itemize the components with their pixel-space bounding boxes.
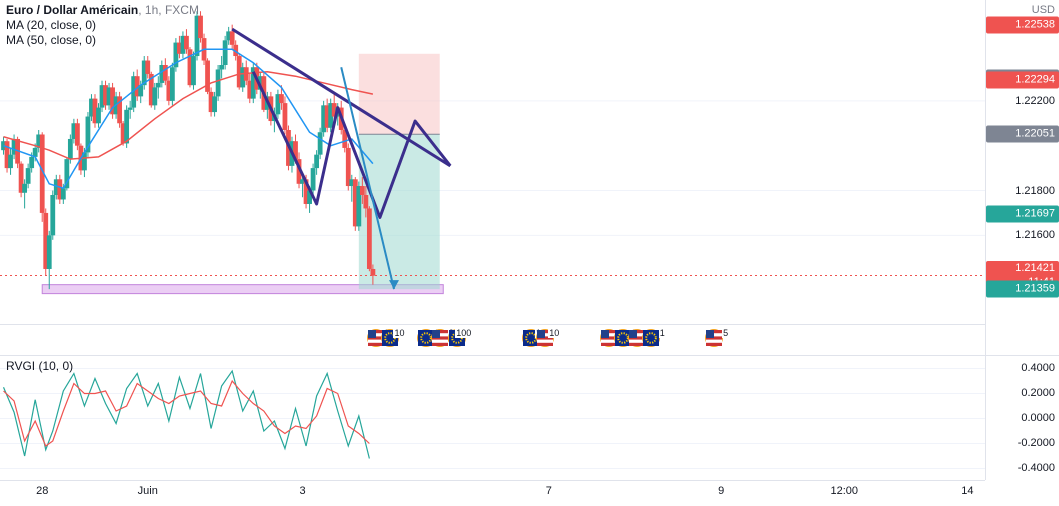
price-tag: 1.21697 [986, 205, 1059, 222]
currency-label: USD [1032, 4, 1055, 16]
price-tag: 1.22051 [986, 126, 1059, 143]
events-row: 71023100111063415 [0, 325, 985, 355]
event-count: 10 [548, 328, 560, 338]
x-tick: 7 [546, 485, 552, 497]
time-axis[interactable]: 28 Juin 3 7 9 12:00 14 [0, 480, 985, 506]
event-eu-icon[interactable]: 1 [642, 329, 660, 347]
price-tag: 1.22294 [986, 71, 1059, 88]
price-axis[interactable]: USD 1.222001.218001.216001.225381.223011… [985, 0, 1059, 480]
x-tick: Juin [138, 485, 158, 497]
symbol-rest: , 1h, FXCM [138, 3, 199, 17]
rvgi-canvas[interactable] [0, 356, 985, 481]
price-tag: 1.21359 [986, 281, 1059, 298]
y-tick: 1.21800 [1015, 185, 1055, 197]
event-us-icon[interactable]: 5 [705, 329, 723, 347]
rvgi-label: RVGI (10, 0) [6, 359, 73, 374]
rvgi-pane[interactable]: RVGI (10, 0) [0, 355, 985, 480]
y-tick: -0.2000 [1018, 437, 1055, 449]
price-canvas[interactable] [0, 0, 985, 325]
event-eu-icon[interactable]: 100 [448, 329, 466, 347]
event-count: 5 [722, 328, 729, 338]
trading-chart: Euro / Dollar Américain, 1h, FXCM MA (20… [0, 0, 1059, 506]
y-tick: 1.21600 [1015, 229, 1055, 241]
y-tick: -0.4000 [1018, 462, 1055, 474]
rvgi-legend[interactable]: RVGI (10, 0) [6, 359, 73, 374]
x-tick: 14 [961, 485, 973, 497]
event-us-icon[interactable]: 3 [431, 329, 449, 347]
y-tick: 0.2000 [1021, 387, 1055, 399]
y-tick: 0.4000 [1021, 362, 1055, 374]
symbol-title: Euro / Dollar Américain, 1h, FXCM [6, 3, 199, 18]
event-count: 1 [659, 328, 666, 338]
indicator-label[interactable]: MA (20, close, 0) [6, 18, 199, 33]
indicator-label[interactable]: MA (50, close, 0) [6, 33, 199, 48]
x-tick: 12:00 [831, 485, 859, 497]
price-pane[interactable]: Euro / Dollar Américain, 1h, FXCM MA (20… [0, 0, 985, 325]
legend: Euro / Dollar Américain, 1h, FXCM MA (20… [6, 3, 199, 48]
y-tick: 0.0000 [1021, 412, 1055, 424]
symbol-base[interactable]: Euro / Dollar Américain [6, 3, 138, 17]
y-tick: 1.22200 [1015, 95, 1055, 107]
x-tick: 3 [299, 485, 305, 497]
event-count: 100 [455, 328, 472, 338]
event-eu-icon[interactable]: 10 [381, 329, 399, 347]
x-tick: 9 [718, 485, 724, 497]
x-tick: 28 [36, 485, 48, 497]
event-us-icon[interactable]: 10 [536, 329, 554, 347]
event-count: 10 [393, 328, 405, 338]
price-tag: 1.22538 [986, 17, 1059, 34]
